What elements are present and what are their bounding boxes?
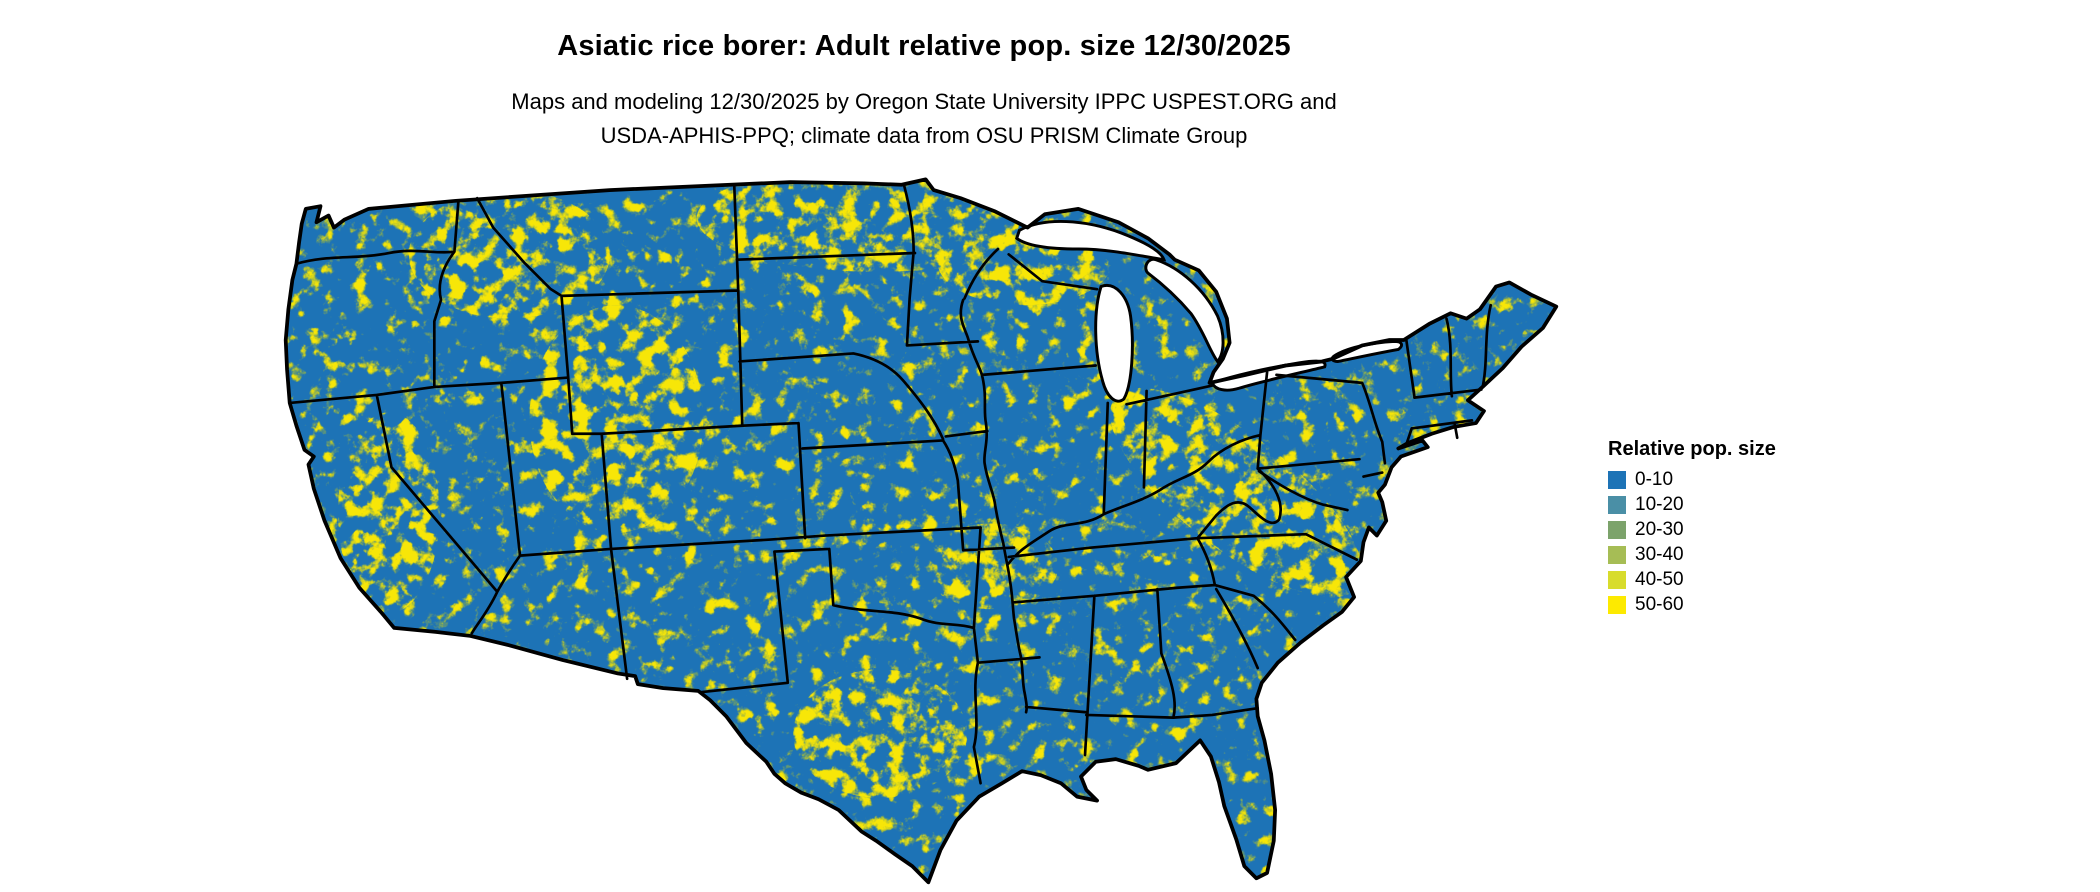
legend-item-1: 10-20 (1608, 494, 1776, 515)
legend-title: Relative pop. size (1608, 438, 1776, 460)
legend-item-3: 30-40 (1608, 544, 1776, 565)
subtitle-line-2: USDA-APHIS-PPQ; climate data from OSU PR… (600, 123, 1248, 148)
legend-item-2: 20-30 (1608, 519, 1776, 540)
us-map-svg (283, 177, 1559, 885)
lake-huron (1144, 257, 1225, 364)
page-subtitle: Maps and modeling 12/30/2025 by Oregon S… (0, 85, 1848, 153)
legend-label-3: 30-40 (1635, 544, 1684, 565)
legend-swatch-4 (1608, 571, 1626, 589)
legend-item-0: 0-10 (1608, 469, 1776, 490)
lake-superior (1014, 219, 1167, 262)
legend-swatch-2 (1608, 521, 1626, 539)
us-map-graphic (275, 171, 1567, 888)
legend-label-1: 10-20 (1635, 494, 1684, 515)
title-block: Asiatic rice borer: Adult relative pop. … (0, 0, 1848, 153)
legend-swatch-1 (1608, 496, 1626, 514)
legend-item-5: 50-60 (1608, 594, 1776, 615)
legend-label-0: 0-10 (1635, 469, 1674, 490)
state-borders (288, 183, 1493, 785)
great-lakes (1014, 219, 1403, 403)
legend-label-5: 50-60 (1635, 594, 1684, 615)
legend-swatch-5 (1608, 596, 1626, 614)
legend-label-2: 20-30 (1635, 519, 1684, 540)
legend-swatch-3 (1608, 546, 1626, 564)
subtitle-line-1: Maps and modeling 12/30/2025 by Oregon S… (511, 89, 1337, 114)
map-legend: Relative pop. size 0-10 10-20 20-30 30-4… (1608, 438, 1776, 621)
page-title: Asiatic rice borer: Adult relative pop. … (557, 30, 1291, 62)
lake-michigan (1094, 283, 1134, 403)
legend-label-4: 40-50 (1635, 569, 1684, 590)
legend-swatch-0 (1608, 471, 1626, 489)
legend-item-4: 40-50 (1608, 569, 1776, 590)
